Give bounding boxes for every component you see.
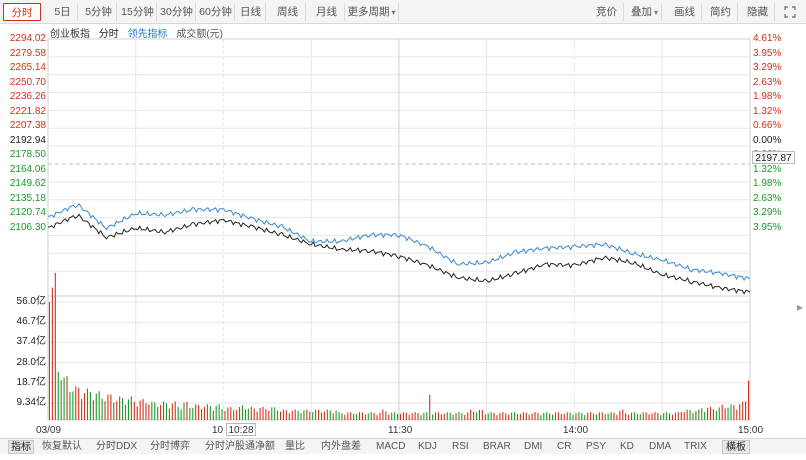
percent-tick-label: 2.63% [753,192,782,204]
overlay-label: 叠加 [630,6,652,18]
indicator-game[interactable]: 分时博弈 [150,441,190,452]
more-periods-label: 更多周期 [347,6,390,18]
crosshair-time-tag: 10:28 [226,423,256,436]
volume-tick-label: 37.4亿 [16,336,46,348]
percent-tick-label: 3.29% [753,207,782,218]
indicator-cr[interactable]: CR [557,441,572,452]
tab-daily[interactable]: 日线 [236,3,266,21]
chevron-down-icon: ▾ [391,8,396,17]
mode-label: 分时 [98,29,119,40]
volume-tick-label: 9.34亿 [16,397,46,408]
expand-icon-svg [784,6,796,18]
indicator-ddx[interactable]: 分时DDX [96,441,138,452]
tab-30min[interactable]: 30分钟 [158,3,196,21]
price-tick-label: 2178.50 [9,149,46,160]
time-tick-1130: 11:30 [388,425,413,436]
percent-tick-label: 3.29% [753,62,782,73]
percent-tick-label: 3.95% [753,221,782,233]
indicator-kd[interactable]: KD [620,441,634,452]
percent-tick-label: 1.32% [753,105,782,117]
scroll-right-icon[interactable]: ▸ [797,300,804,314]
overlay-button[interactable]: 叠加 ▾ [628,3,662,21]
volume-label: 成交额(元) [176,29,224,40]
tab-intraday[interactable]: 分时 [3,3,41,21]
volume-tick-label: 46.7亿 [16,316,46,328]
percent-tick-label: 2.63% [753,76,782,88]
indicator-bar: 指标 恢复默认 分时DDX 分时博弈 分时沪股通净额 量比 内外盘差 MACD … [0,438,806,454]
simple-mode-button[interactable]: 简约 [704,3,738,21]
price-tick-label: 2164.06 [9,163,46,175]
indicator-northbound[interactable]: 分时沪股通净额 [205,441,275,452]
indicator-psy[interactable]: PSY [586,441,607,452]
time-tick-close: 15:00 [738,425,764,436]
volume-tick-label: 28.0亿 [16,356,46,368]
hide-button[interactable]: 隐藏 [741,3,775,21]
percent-tick-label: 0.66% [753,120,782,131]
lead-indicator-line [47,202,751,281]
time-tick-10: 10 [212,425,224,436]
indicator-volume-ratio[interactable]: 量比 [285,441,305,452]
percent-tick-label: 1.32% [753,163,782,175]
price-tick-label: 2294.02 [9,33,46,44]
price-tick-label: 2221.82 [9,105,46,117]
auction-button[interactable]: 竞价 [590,3,624,21]
percent-tick-label: 4.61% [753,33,782,44]
price-tick-label: 2236.26 [9,91,46,102]
indicator-kdj[interactable]: KDJ [418,441,437,452]
price-tick-label: 2106.30 [9,221,46,233]
volume-tick-label: 56.0亿 [16,296,46,307]
volume-tick-label: 18.7亿 [16,376,46,388]
indicator-dma[interactable]: DMA [649,441,672,452]
price-tick-label: 2120.74 [9,207,46,218]
price-tick-label: 2265.14 [9,62,46,73]
tab-60min[interactable]: 60分钟 [197,3,235,21]
tab-5day[interactable]: 5日 [48,3,78,21]
tab-15min[interactable]: 15分钟 [119,3,157,21]
tab-weekly[interactable]: 周线 [270,3,306,21]
tab-monthly[interactable]: 月线 [309,3,345,21]
time-tick-1400: 14:00 [563,425,589,436]
price-tick-label: 2192.94 [9,134,46,146]
current-price-tag: 2197.87 [752,151,795,164]
indicator-tab-main[interactable]: 指标 [8,440,34,454]
period-toolbar: 分时 5日 5分钟 15分钟 30分钟 60分钟 日线 周线 月线 更多周期 ▾ … [0,0,806,24]
indicator-dmi[interactable]: DMI [524,441,543,452]
time-tick-open: 03/09 [36,425,62,436]
price-tick-label: 2207.38 [9,120,46,131]
tab-more-periods[interactable]: 更多周期 ▾ [345,3,399,21]
indicator-reset[interactable]: 恢复默认 [42,441,82,452]
price-line [47,213,751,295]
draw-line-button[interactable]: 画线 [668,3,702,21]
lead-indicator-label[interactable]: 领先指标 [127,29,168,40]
percent-tick-label: 1.98% [753,178,782,189]
expand-icon[interactable] [779,3,801,21]
indicator-trix[interactable]: TRIX [684,441,707,452]
indicator-macd[interactable]: MACD [376,441,406,452]
percent-tick-label: 1.98% [753,91,782,102]
indicator-inout-diff[interactable]: 内外盘差 [321,441,361,452]
chevron-down-icon: ▾ [653,8,658,17]
percent-tick-label: 3.95% [753,47,782,59]
price-tick-label: 2250.70 [9,76,46,88]
indicator-rsi[interactable]: RSI [452,441,469,452]
horizontal-layout-button[interactable]: 横板 [722,440,750,454]
price-tick-label: 2149.62 [9,178,46,189]
tab-5min[interactable]: 5分钟 [81,3,117,21]
percent-tick-label: 0.00% [753,134,782,146]
price-tick-label: 2135.18 [9,192,46,204]
indicator-brar[interactable]: BRAR [483,441,511,452]
chart-info-row: 创业板指 分时 领先指标 成交额(元) [50,25,229,40]
price-tick-label: 2279.58 [9,47,46,59]
index-name: 创业板指 [50,29,90,40]
